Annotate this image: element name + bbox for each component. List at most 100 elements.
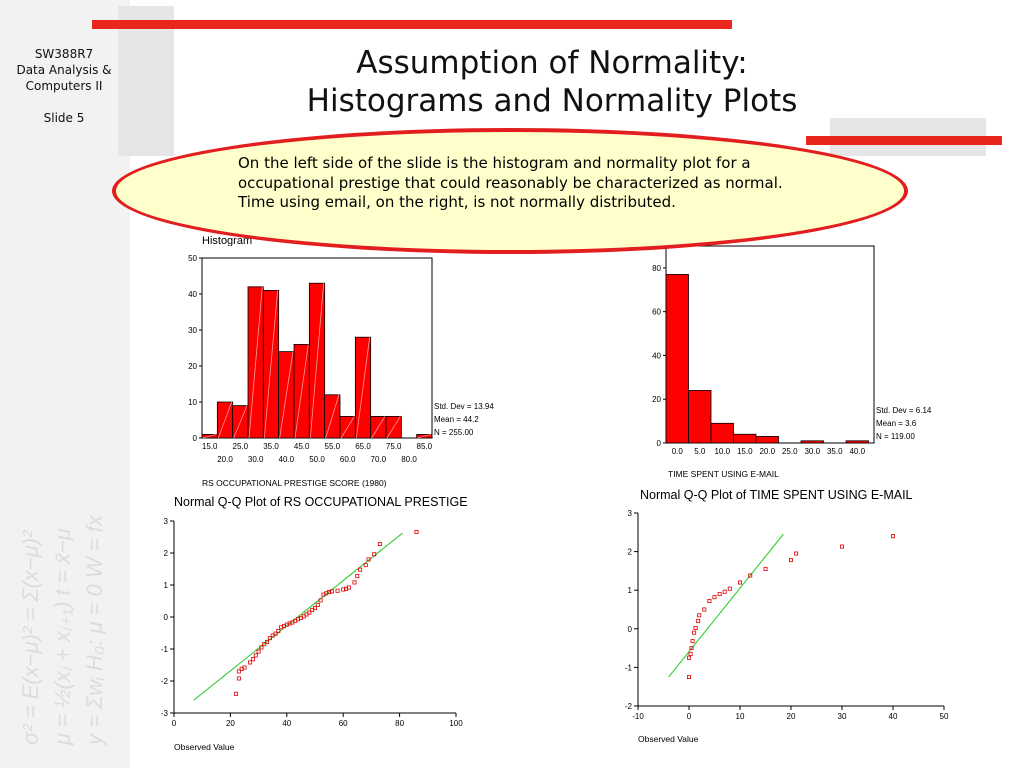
histogram2-bar xyxy=(665,274,689,444)
histogram1-xtick-label: 60.0 xyxy=(340,455,356,464)
qq2-ytick-label: 1 xyxy=(628,586,633,595)
qq1-point xyxy=(372,552,377,557)
left-strip xyxy=(0,0,130,768)
qq2-title-clip: Normal Q-Q Plot of TIME SPENT USING E-MA… xyxy=(640,488,950,506)
histogram1-xtick-label: 35.0 xyxy=(263,442,279,451)
qq1-ytick-label: 1 xyxy=(164,581,169,590)
histogram1-ytick-label: 30 xyxy=(188,326,197,335)
histogram1-bar-hatch xyxy=(279,351,294,439)
histogram2-xtick-label: 40.0 xyxy=(849,447,865,456)
qq2-xtick-label: 10 xyxy=(736,712,745,721)
qq1-point xyxy=(250,657,255,662)
svg-text:y = Σwᵢ H₀: μ = 0 W = fx: y = Σwᵢ H₀: μ = 0 W = fx xyxy=(82,514,107,747)
decor-grey-vertical xyxy=(118,6,174,156)
qq2-point xyxy=(738,580,743,585)
qq1-point xyxy=(315,602,320,607)
qq2-point xyxy=(748,573,753,578)
qq1-xtick-label: 0 xyxy=(172,719,177,728)
histogram2-bar xyxy=(755,436,779,444)
histogram2-stat: Mean = 3.6 xyxy=(876,419,917,428)
qq2-xtick-label: 50 xyxy=(940,712,949,721)
histogram1-bar-hatch xyxy=(417,434,432,439)
qq2-point xyxy=(687,655,692,660)
course-name-line1: Data Analysis & xyxy=(16,63,112,77)
qq1-point xyxy=(265,639,270,644)
histogram2-xtick-label: 10.0 xyxy=(714,447,730,456)
histogram2-bar xyxy=(688,390,712,444)
decor-red-right-bar xyxy=(806,136,1002,145)
qq1-point xyxy=(352,580,357,585)
histogram2-xtick-label: 15.0 xyxy=(737,447,753,456)
histogram1-ytick-label: 50 xyxy=(188,254,197,263)
histogram1-xtick-label: 50.0 xyxy=(309,455,325,464)
histogram2-xtick-label: 30.0 xyxy=(804,447,820,456)
slide-title-line1: Assumption of Normality: xyxy=(356,45,748,81)
histogram1-ytick-label: 10 xyxy=(188,398,197,407)
histogram2-xtick-label: 5.0 xyxy=(694,447,706,456)
histogram2-bar xyxy=(845,440,869,444)
histogram1-xtick-label: 15.0 xyxy=(202,442,218,451)
histogram1-title: Histogram xyxy=(202,236,253,246)
qq2-point xyxy=(690,639,695,644)
qq2-xtick-label: 0 xyxy=(687,712,692,721)
qq2-point xyxy=(789,558,794,563)
qq2-reference-line xyxy=(668,533,784,678)
histogram1-bar-hatch xyxy=(355,337,371,439)
qq2-point xyxy=(891,534,896,539)
qq2-point xyxy=(702,607,707,612)
qq1-point xyxy=(358,567,363,572)
histogram2-bar xyxy=(710,422,734,444)
qq1-point xyxy=(262,642,267,647)
qq2-point xyxy=(707,599,712,604)
qq1-xlabel: Observed Value xyxy=(174,742,235,752)
histogram1-bar-hatch xyxy=(371,416,386,439)
qq2-xtick-label: 40 xyxy=(889,712,898,721)
histogram2-bar xyxy=(733,433,757,444)
qq1-point xyxy=(307,610,312,615)
qq1-ytick-label: -2 xyxy=(161,677,169,686)
formula-watermark: σ² = E(x−μ)² = Σ(x−μ)² μ = ½(xⱼ + xⱼ₊₁) … xyxy=(18,514,107,747)
qq2-point xyxy=(722,589,727,594)
histogram2-xtick-label: 20.0 xyxy=(759,447,775,456)
histogram1-bar-hatch xyxy=(263,290,279,439)
histogram1-bar-hatch xyxy=(217,401,233,439)
qq2-point xyxy=(696,619,701,624)
histogram1-stat: Std. Dev = 13.94 xyxy=(434,402,494,411)
callout-ellipse xyxy=(112,128,908,254)
qq1-point xyxy=(248,660,253,665)
qq1-point xyxy=(355,574,360,579)
histogram1-xtick-label: 75.0 xyxy=(386,442,402,451)
histogram2-xlabel: TIME SPENT USING E-MAIL xyxy=(668,469,779,479)
qq1-point xyxy=(242,665,247,670)
qq1-point xyxy=(256,649,261,654)
qq2-ytick-label: 2 xyxy=(628,548,633,557)
course-info: SW388R7 Data Analysis & Computers II Sli… xyxy=(0,46,128,126)
qq1-point xyxy=(312,606,317,611)
qq1-point xyxy=(267,636,272,641)
qq1-reference-line xyxy=(193,532,403,701)
qq1-point xyxy=(236,669,241,674)
qq1-point xyxy=(329,589,334,594)
svg-text:σ² = E(x−μ)² = Σ(x−μ)²: σ² = E(x−μ)² = Σ(x−μ)² xyxy=(18,530,43,745)
qq1-point xyxy=(335,588,340,593)
qq1-point xyxy=(363,563,368,568)
histogram1-xtick-label: 30.0 xyxy=(248,455,264,464)
qq2-xtick-label: -10 xyxy=(632,712,644,721)
qq1-point xyxy=(414,529,419,534)
histogram1-bar-hatch xyxy=(202,434,217,439)
histogram1-bar-hatch xyxy=(294,344,309,439)
histogram1-stat: N = 255.00 xyxy=(434,428,474,437)
qq2-title: Normal Q-Q Plot of TIME SPENT USING E-MA… xyxy=(640,488,913,502)
histogram2-xtick-label: 25.0 xyxy=(782,447,798,456)
histogram2-xtick-label: 35.0 xyxy=(827,447,843,456)
histogram1-xtick-label: 20.0 xyxy=(217,455,233,464)
histogram1-xtick-label: 65.0 xyxy=(355,442,371,451)
qq1-ytick-label: 3 xyxy=(164,517,169,526)
histogram1-xtick-label: 85.0 xyxy=(417,442,433,451)
histogram1-bar-hatch xyxy=(325,394,340,439)
qq1-point xyxy=(346,585,351,590)
qq1-title-clip: Normal Q-Q Plot of RS OCCUPATIONAL PREST… xyxy=(174,495,468,513)
histogram1-ytick-label: 0 xyxy=(193,434,198,443)
qq1-point xyxy=(273,631,278,636)
